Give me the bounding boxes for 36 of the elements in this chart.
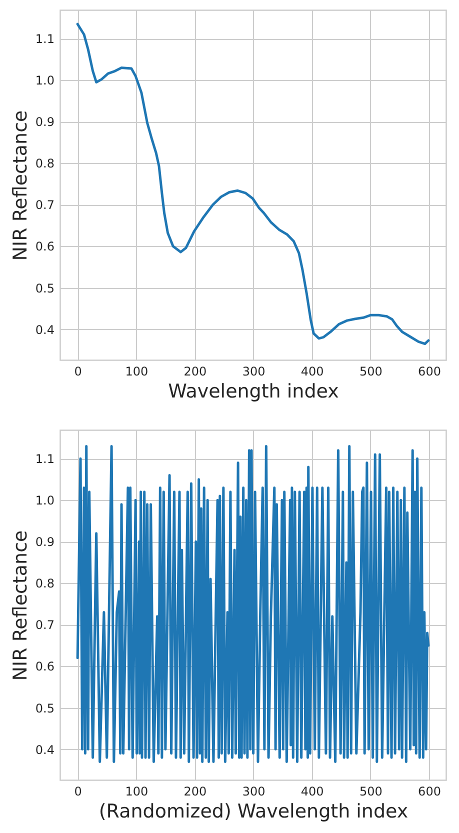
y-axis-title: NIR Reflectance <box>9 110 32 261</box>
y-tick-label: 1.1 <box>35 452 54 466</box>
y-tick-label: 0.6 <box>35 660 54 674</box>
y-tick-label: 0.8 <box>35 576 54 591</box>
x-tick-label: 400 <box>300 364 324 378</box>
x-tick-label: 200 <box>184 364 207 378</box>
y-tick-label: 0.5 <box>35 281 54 296</box>
x-tick-label: 100 <box>125 364 148 378</box>
y-tick-label: 1.0 <box>35 74 54 88</box>
y-tick-label: 0.9 <box>35 535 54 550</box>
x-tick-label: 100 <box>125 784 148 798</box>
x-axis-title: (Randomized) Wavelength index <box>98 800 408 822</box>
y-tick-label: 1.1 <box>35 32 54 46</box>
x-tick-label: 500 <box>359 784 382 798</box>
y-tick-label: 0.4 <box>35 742 54 757</box>
y-tick-label: 1.0 <box>35 494 54 508</box>
x-tick-label: 300 <box>242 364 266 378</box>
y-axis-title: NIR Reflectance <box>9 530 32 681</box>
x-tick-label: 0 <box>74 364 82 378</box>
y-tick-label: 0.5 <box>35 701 54 716</box>
y-tick-label: 0.4 <box>35 322 54 337</box>
x-axis-title: Wavelength index <box>168 380 339 402</box>
x-tick-label: 200 <box>184 784 207 798</box>
x-tick-label: 600 <box>418 784 441 798</box>
y-tick-label: 0.9 <box>35 115 54 130</box>
y-tick-label: 0.7 <box>35 618 54 632</box>
y-tick-label: 0.7 <box>35 198 54 212</box>
x-tick-label: 500 <box>359 364 382 378</box>
y-tick-label: 0.8 <box>35 156 54 171</box>
line-series <box>76 444 430 763</box>
x-tick-label: 600 <box>418 364 441 378</box>
y-tick-label: 0.6 <box>35 240 54 254</box>
x-tick-label: 400 <box>300 784 324 798</box>
x-tick-label: 0 <box>74 784 82 798</box>
x-tick-label: 300 <box>242 784 266 798</box>
line-series <box>76 22 430 346</box>
